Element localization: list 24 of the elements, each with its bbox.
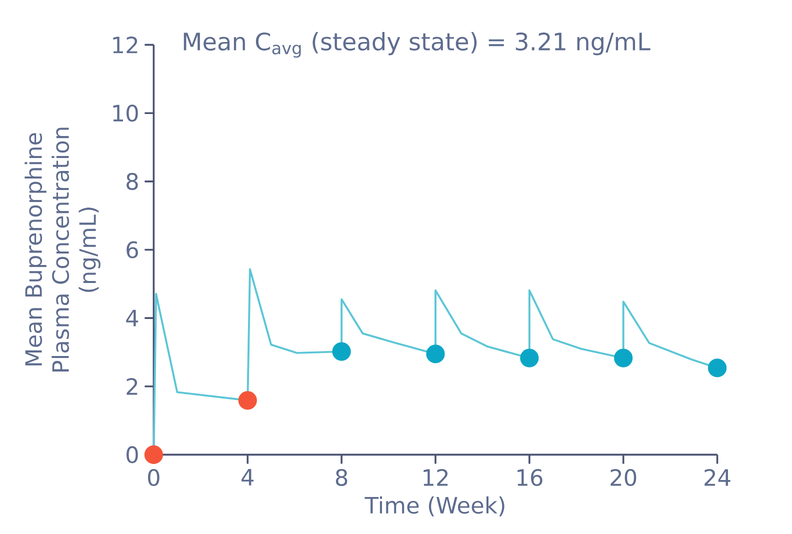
annotation: Mean C$_{avg}$ (steady state) = 3.21 ng/mL bbox=[184, 32, 650, 58]
y-axis-title: Mean Buprenorphine Plasma Concentration (ng/mL) bbox=[24, 128, 100, 372]
point bbox=[426, 344, 445, 364]
y-tick-label: 12 bbox=[113, 36, 138, 54]
x-tick-label: 8 bbox=[336, 469, 348, 486]
point bbox=[708, 358, 727, 378]
y-tick-label: 2 bbox=[126, 378, 138, 395]
y-tick-label: 0 bbox=[126, 446, 138, 464]
x-tick-label: 24 bbox=[704, 469, 730, 486]
point bbox=[238, 391, 257, 410]
x-tick-label: 0 bbox=[148, 469, 160, 486]
y-tick-label: 4 bbox=[126, 310, 138, 326]
point bbox=[614, 348, 633, 368]
y-tick-label: 6 bbox=[126, 241, 138, 258]
point bbox=[144, 446, 164, 464]
x-axis-title: Time (Week) bbox=[364, 496, 504, 517]
x-tick-label: 4 bbox=[242, 469, 254, 486]
y-tick-label: 10 bbox=[113, 104, 138, 122]
x-tick-label: 16 bbox=[518, 469, 542, 486]
point bbox=[520, 348, 539, 368]
x-tick-label: 12 bbox=[424, 469, 448, 486]
y-tick-label: 8 bbox=[126, 173, 138, 190]
x-tick-label: 20 bbox=[610, 469, 636, 486]
point bbox=[332, 342, 351, 362]
